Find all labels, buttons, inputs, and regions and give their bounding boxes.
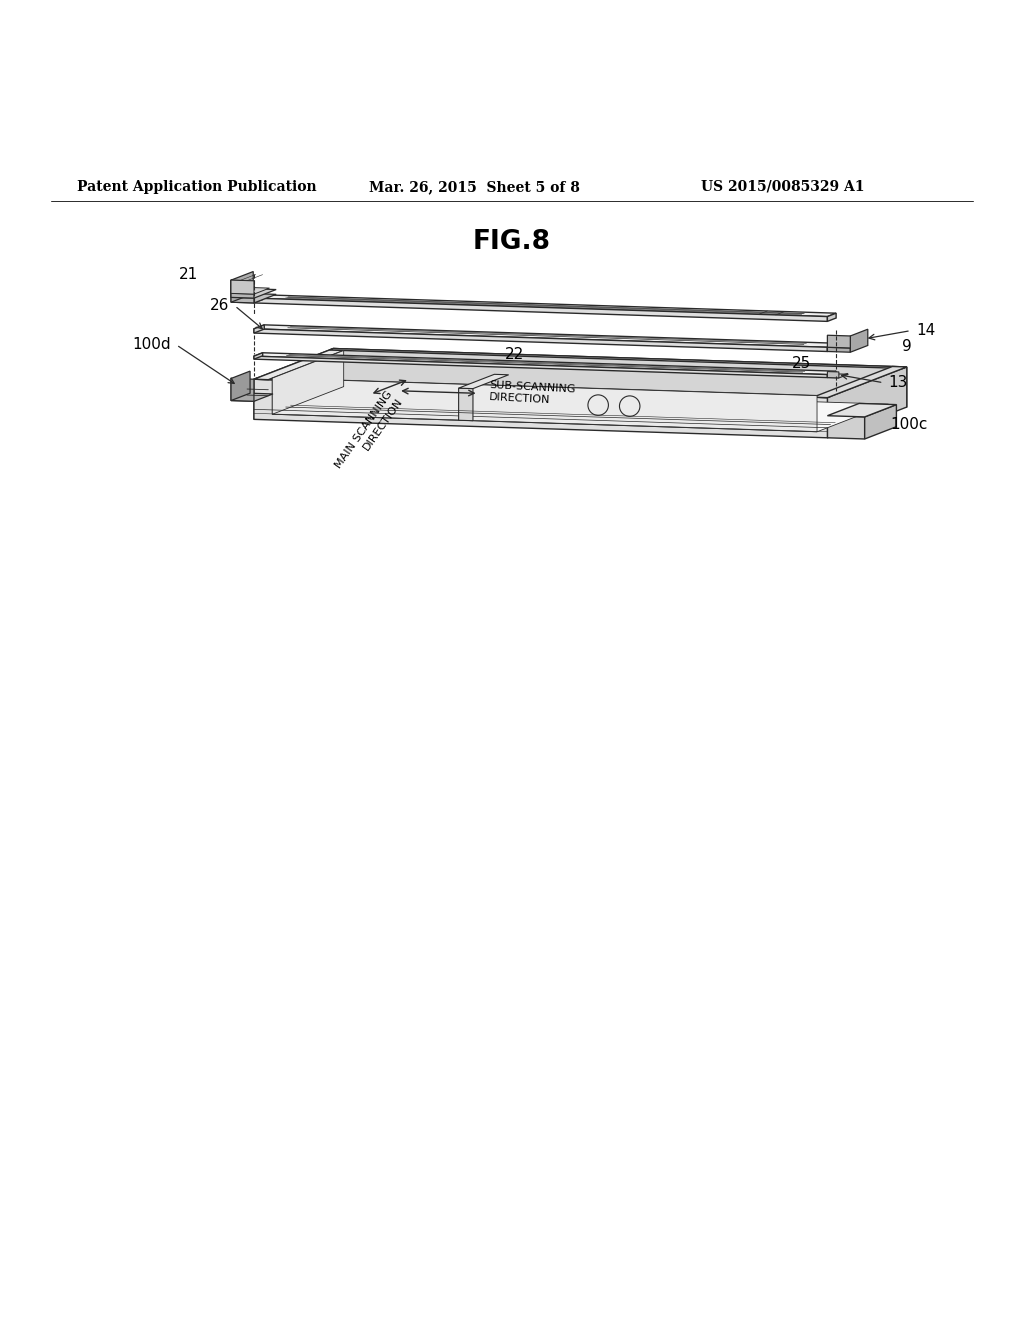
Polygon shape	[254, 348, 348, 380]
Polygon shape	[231, 280, 254, 298]
Polygon shape	[827, 371, 837, 378]
Text: 13: 13	[889, 375, 908, 391]
Polygon shape	[827, 416, 864, 440]
Polygon shape	[254, 294, 837, 317]
Text: 26: 26	[210, 298, 229, 313]
Text: 21: 21	[178, 268, 198, 282]
Polygon shape	[254, 325, 838, 347]
Polygon shape	[231, 280, 254, 304]
Text: Mar. 26, 2015  Sheet 5 of 8: Mar. 26, 2015 Sheet 5 of 8	[369, 180, 580, 194]
Polygon shape	[254, 352, 263, 359]
Polygon shape	[272, 351, 344, 414]
Polygon shape	[827, 335, 850, 348]
Polygon shape	[254, 329, 827, 351]
Polygon shape	[827, 404, 896, 417]
Text: US 2015/0085329 A1: US 2015/0085329 A1	[701, 180, 865, 194]
Polygon shape	[254, 352, 837, 375]
Polygon shape	[827, 313, 837, 321]
Polygon shape	[231, 288, 269, 294]
Polygon shape	[827, 347, 850, 352]
Polygon shape	[330, 348, 907, 368]
Polygon shape	[827, 367, 907, 438]
Polygon shape	[827, 371, 839, 378]
Text: Patent Application Publication: Patent Application Publication	[77, 180, 316, 194]
Polygon shape	[459, 375, 509, 388]
Polygon shape	[231, 393, 273, 401]
Polygon shape	[827, 374, 848, 378]
Text: MAIN SCANNING
DIRECTION: MAIN SCANNING DIRECTION	[334, 389, 404, 478]
Text: 14: 14	[916, 323, 935, 338]
Polygon shape	[254, 378, 831, 397]
Text: 9: 9	[902, 338, 911, 354]
Polygon shape	[231, 293, 276, 304]
Polygon shape	[459, 388, 473, 421]
Polygon shape	[254, 379, 827, 438]
Polygon shape	[254, 325, 264, 333]
Polygon shape	[827, 341, 867, 348]
Polygon shape	[231, 371, 250, 400]
Polygon shape	[850, 329, 867, 352]
Text: FIG.8: FIG.8	[473, 230, 551, 255]
Polygon shape	[334, 348, 907, 407]
Polygon shape	[864, 405, 896, 440]
Polygon shape	[272, 387, 889, 432]
Polygon shape	[272, 378, 817, 432]
Text: 100d: 100d	[132, 338, 171, 352]
Text: 22: 22	[505, 347, 524, 363]
Polygon shape	[231, 379, 254, 401]
Text: 100c: 100c	[890, 417, 928, 432]
Polygon shape	[254, 294, 263, 304]
Polygon shape	[231, 280, 254, 294]
Text: 25: 25	[792, 356, 811, 371]
Polygon shape	[254, 298, 827, 321]
Polygon shape	[813, 367, 907, 397]
Polygon shape	[827, 343, 838, 351]
Polygon shape	[254, 348, 334, 420]
Polygon shape	[231, 289, 276, 298]
Text: SUB-SCANNING
DIRECTION: SUB-SCANNING DIRECTION	[488, 380, 577, 407]
Polygon shape	[254, 356, 827, 378]
Polygon shape	[231, 272, 253, 302]
